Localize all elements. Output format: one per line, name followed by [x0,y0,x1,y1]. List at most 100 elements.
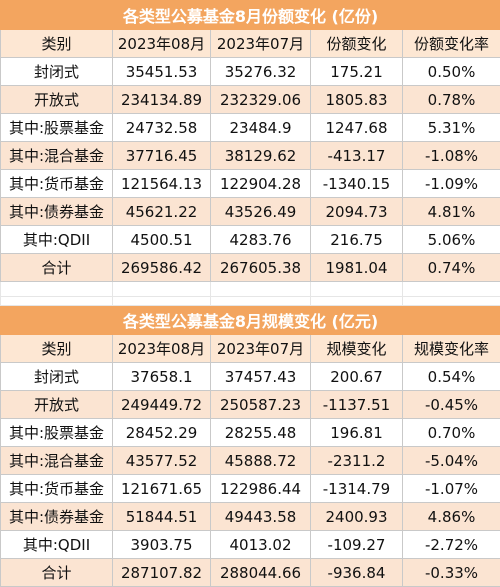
table-cell: 其中:债券基金 [1,503,113,531]
table-cell: 4.86% [403,503,500,531]
column-header: 2023年08月 [113,335,211,363]
table-cell: 287107.82 [113,559,211,587]
table-cell: -2311.2 [311,447,403,475]
spacer-cell [311,297,403,306]
table-cell: 合计 [1,254,113,282]
scale-table-title: 各类型公募基金8月规模变化 (亿元) [1,306,500,335]
table-cell: 45621.22 [113,198,211,226]
table-cell: 121671.65 [113,475,211,503]
table-cell: 其中:股票基金 [1,114,113,142]
share-table-title-row: 各类型公募基金8月份额变化 (亿份) [1,1,500,30]
table-cell: 232329.06 [211,86,311,114]
table-cell: -1.09% [403,170,500,198]
table-cell: 0.50% [403,58,500,86]
table-cell: 开放式 [1,391,113,419]
table-cell: 250587.23 [211,391,311,419]
table-cell: 28255.48 [211,419,311,447]
table-cell: 0.78% [403,86,500,114]
table-cell: 216.75 [311,226,403,254]
table-cell: 23484.9 [211,114,311,142]
table-cell: 封闭式 [1,363,113,391]
column-header: 类别 [1,335,113,363]
table-cell: 合计 [1,559,113,587]
table-cell: -2.72% [403,531,500,559]
table-cell: 196.81 [311,419,403,447]
table-cell: 249449.72 [113,391,211,419]
table-cell: 24732.58 [113,114,211,142]
table-cell: -0.45% [403,391,500,419]
table-cell: -413.17 [311,142,403,170]
spacer-cell [311,282,403,297]
table-cell: 200.67 [311,363,403,391]
table-cell: 0.70% [403,419,500,447]
table-cell: 4283.76 [211,226,311,254]
column-header: 份额变化率 [403,30,500,58]
table-cell: 其中:混合基金 [1,447,113,475]
table-cell: 其中:混合基金 [1,142,113,170]
table-cell: 37457.43 [211,363,311,391]
table-cell: 1805.83 [311,86,403,114]
table-cell: 1247.68 [311,114,403,142]
scale-table-title-row: 各类型公募基金8月规模变化 (亿元) [1,306,500,335]
table-cell: 43526.49 [211,198,311,226]
table-cell: 其中:股票基金 [1,419,113,447]
table-cell: 0.54% [403,363,500,391]
column-header: 规模变化率 [403,335,500,363]
table-cell: 其中:货币基金 [1,170,113,198]
spacer-cell [113,297,211,306]
table-cell: 234134.89 [113,86,211,114]
table-cell: 4.81% [403,198,500,226]
table-cell: -0.33% [403,559,500,587]
table-cell: -109.27 [311,531,403,559]
table-cell: 121564.13 [113,170,211,198]
table-cell: 267605.38 [211,254,311,282]
table-cell: -1.07% [403,475,500,503]
column-header: 2023年07月 [211,335,311,363]
spacer-row [1,282,500,297]
table-cell: 49443.58 [211,503,311,531]
spacer-cell [1,297,113,306]
table-cell: 4500.51 [113,226,211,254]
share-table-title: 各类型公募基金8月份额变化 (亿份) [1,1,500,30]
table-cell: 175.21 [311,58,403,86]
table-cell: 122986.44 [211,475,311,503]
table-cell: 2400.93 [311,503,403,531]
spacer-cell [403,297,500,306]
table-cell: 35451.53 [113,58,211,86]
table-cell: -5.04% [403,447,500,475]
table-cell: 37716.45 [113,142,211,170]
spacer-cell [1,282,113,297]
table-cell: 38129.62 [211,142,311,170]
table-cell: 开放式 [1,86,113,114]
spacer-cell [211,297,311,306]
table-cell: 其中:QDII [1,531,113,559]
table-cell: 1981.04 [311,254,403,282]
table-cell: 5.31% [403,114,500,142]
table-cell: 0.74% [403,254,500,282]
table-cell: 其中:债券基金 [1,198,113,226]
table-cell: 其中:QDII [1,226,113,254]
table-cell: 封闭式 [1,58,113,86]
table-cell: 28452.29 [113,419,211,447]
table-cell: -1.08% [403,142,500,170]
column-header: 份额变化 [311,30,403,58]
